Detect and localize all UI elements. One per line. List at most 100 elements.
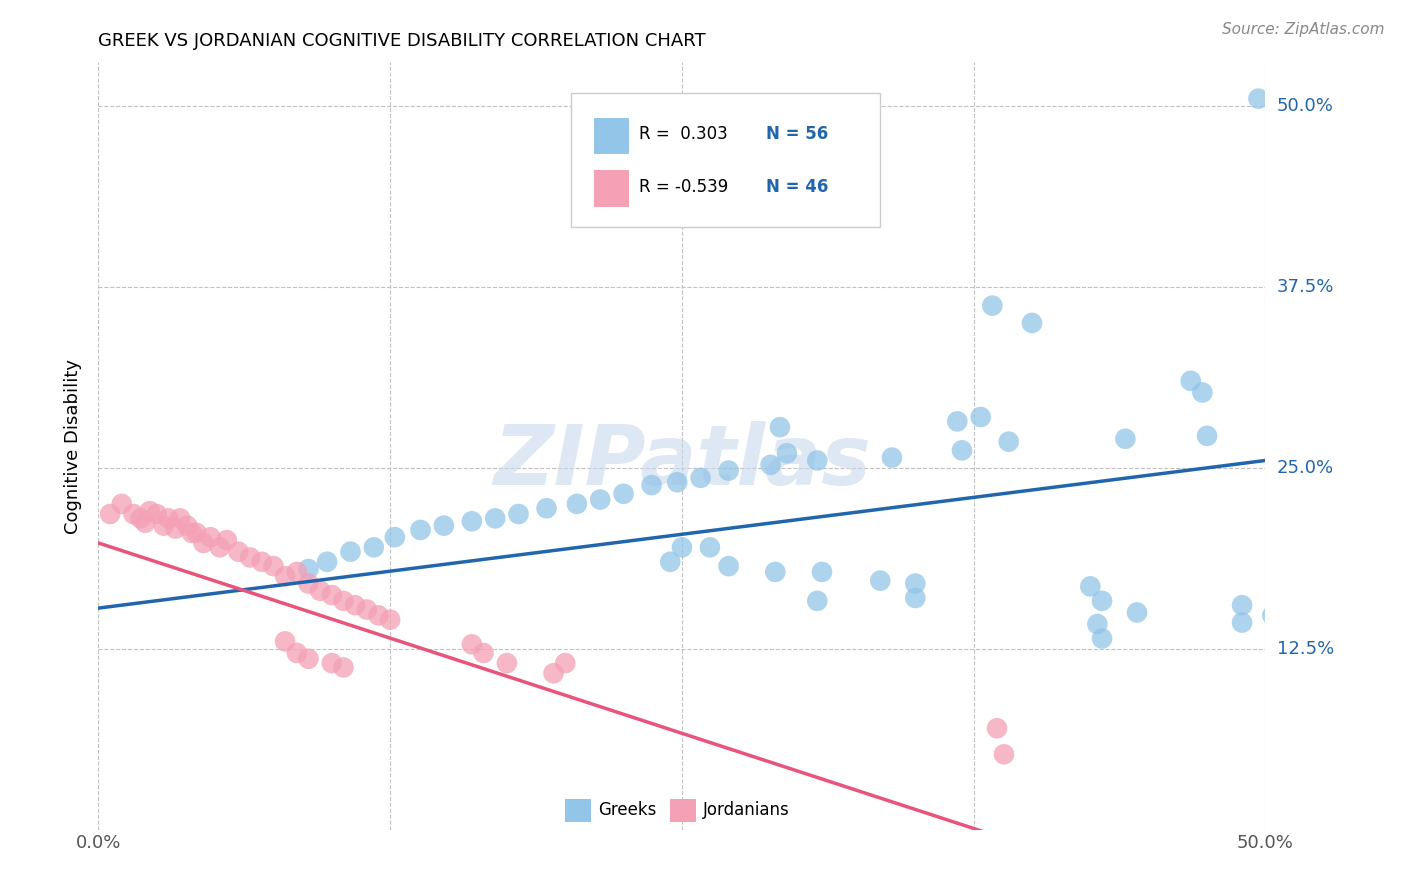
Point: [484, 511, 506, 525]
Point: [1395, 779, 1406, 793]
Point: [543, 666, 565, 681]
Point: [969, 410, 991, 425]
Point: [321, 656, 343, 670]
FancyBboxPatch shape: [671, 799, 696, 822]
Point: [1021, 316, 1043, 330]
Point: [993, 747, 1015, 762]
Point: [1261, 608, 1284, 623]
Point: [332, 660, 354, 674]
Point: [461, 637, 484, 651]
Text: N = 46: N = 46: [766, 178, 828, 195]
Text: Greeks: Greeks: [598, 801, 657, 820]
Point: [215, 533, 238, 547]
Point: [699, 541, 721, 555]
Point: [950, 443, 973, 458]
Point: [671, 541, 693, 555]
Point: [1247, 92, 1270, 106]
Point: [981, 299, 1004, 313]
Point: [763, 565, 786, 579]
Point: [1389, 724, 1406, 739]
Point: [880, 450, 903, 465]
Point: [717, 559, 740, 574]
Point: [262, 559, 284, 574]
Point: [1195, 429, 1218, 443]
Text: N = 56: N = 56: [766, 125, 828, 143]
Text: 50.0%: 50.0%: [1277, 97, 1333, 115]
Point: [157, 511, 180, 525]
Point: [496, 656, 519, 670]
Point: [811, 565, 834, 579]
Point: [129, 511, 152, 525]
Y-axis label: Cognitive Disability: Cognitive Disability: [65, 359, 83, 533]
Point: [640, 478, 662, 492]
Text: ZIPatlas: ZIPatlas: [494, 421, 870, 502]
Point: [769, 420, 792, 434]
Text: Jordanians: Jordanians: [703, 801, 790, 820]
Point: [152, 518, 174, 533]
Point: [1091, 594, 1114, 608]
Point: [344, 598, 367, 612]
Point: [111, 497, 134, 511]
Point: [508, 507, 530, 521]
Point: [316, 555, 339, 569]
Point: [297, 576, 319, 591]
Point: [339, 544, 361, 558]
Point: [806, 594, 828, 608]
Point: [461, 514, 484, 528]
Point: [565, 497, 588, 511]
Point: [139, 504, 162, 518]
Text: R = -0.539: R = -0.539: [638, 178, 728, 195]
Point: [180, 525, 202, 540]
Point: [176, 518, 198, 533]
Point: [997, 434, 1019, 449]
Point: [1230, 598, 1253, 612]
Point: [274, 634, 297, 648]
Point: [472, 646, 495, 660]
Text: 25.0%: 25.0%: [1277, 458, 1334, 476]
Point: [309, 583, 332, 598]
Point: [228, 544, 250, 558]
Point: [367, 608, 389, 623]
Point: [536, 501, 558, 516]
Point: [433, 518, 456, 533]
Text: R =  0.303: R = 0.303: [638, 125, 727, 143]
Point: [169, 511, 191, 525]
Point: [659, 555, 682, 569]
Point: [239, 550, 262, 565]
Point: [759, 458, 782, 472]
Point: [1191, 385, 1213, 400]
Point: [1180, 374, 1202, 388]
Text: 12.5%: 12.5%: [1277, 640, 1334, 657]
Point: [806, 453, 828, 467]
Point: [554, 656, 576, 670]
Point: [613, 487, 636, 501]
Point: [1085, 617, 1108, 632]
Point: [380, 613, 402, 627]
Point: [356, 602, 378, 616]
Point: [332, 594, 354, 608]
Text: Source: ZipAtlas.com: Source: ZipAtlas.com: [1222, 22, 1385, 37]
Point: [208, 541, 231, 555]
Point: [285, 646, 308, 660]
Point: [946, 414, 969, 428]
Point: [1230, 615, 1253, 630]
Point: [186, 525, 208, 540]
Point: [250, 555, 273, 569]
FancyBboxPatch shape: [565, 799, 591, 822]
FancyBboxPatch shape: [595, 169, 630, 207]
Point: [1080, 579, 1102, 593]
Point: [165, 521, 187, 535]
Point: [986, 721, 1008, 735]
Point: [321, 588, 343, 602]
Point: [409, 523, 432, 537]
Point: [689, 471, 711, 485]
Point: [122, 507, 145, 521]
Point: [776, 446, 799, 460]
Point: [1114, 432, 1136, 446]
Point: [200, 530, 222, 544]
Point: [297, 562, 319, 576]
Point: [666, 475, 689, 490]
Point: [1126, 606, 1149, 620]
Point: [904, 591, 927, 605]
Point: [193, 536, 215, 550]
